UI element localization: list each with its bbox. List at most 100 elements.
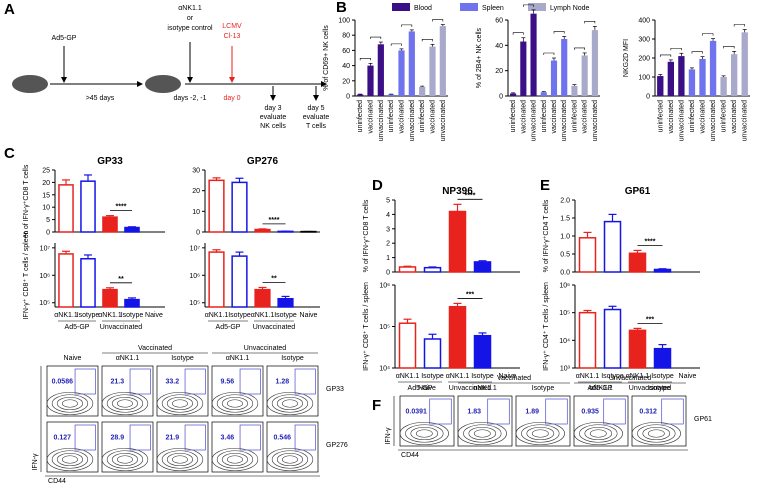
gate <box>429 398 452 425</box>
bar <box>741 32 748 96</box>
bar <box>388 94 395 96</box>
flow-plot <box>46 365 99 417</box>
y-tick-label: 300 <box>638 37 650 44</box>
gate <box>184 424 206 451</box>
bar <box>423 338 442 369</box>
bar <box>578 311 597 369</box>
y-tick-label: 4 <box>386 212 390 219</box>
contour <box>531 429 549 438</box>
contour <box>101 391 149 416</box>
y-tick-label: 1.5 <box>560 216 570 223</box>
flow-plot <box>573 395 629 447</box>
gate <box>239 424 261 451</box>
y-tick-label: 80 <box>342 33 350 40</box>
bar <box>657 76 664 96</box>
column-group: Vaccinated <box>138 345 172 352</box>
chart-title: GP61 <box>625 186 651 197</box>
y-axis-label: IFN-γ⁺ CD8⁺ T cells / spleen <box>23 230 30 319</box>
column-header: αNK1.1 <box>116 355 140 362</box>
x-tick-label: Isotype <box>274 312 297 319</box>
significance-label: **** <box>116 204 127 211</box>
chart-title: GP33 <box>97 156 123 167</box>
x-tick-label: Isotype <box>471 373 494 380</box>
timeline-label: evaluate <box>260 114 287 121</box>
significance-bracket <box>584 21 596 24</box>
contour <box>631 421 681 446</box>
row-label: GP33 <box>326 386 344 393</box>
significance-label: **** <box>645 238 656 245</box>
bar <box>473 261 492 273</box>
contour <box>111 396 138 411</box>
y-tick-label: 10⁶ <box>559 283 570 290</box>
y-axis-label: IFN-γ⁺ CD8⁺ T cells / spleen <box>363 282 370 371</box>
timeline-label: day 3 <box>264 105 281 112</box>
x-tick-label: αNK1.1 <box>98 312 122 319</box>
x-tick-label: vaccinated <box>551 100 558 134</box>
x-tick-label: uninfected <box>657 100 664 132</box>
bar <box>58 184 74 233</box>
legend-label: Blood <box>414 5 432 12</box>
contour <box>61 455 78 464</box>
gate <box>294 368 316 395</box>
group-label: Unvaccinated <box>253 324 296 331</box>
contour <box>266 391 314 416</box>
y-tick-label: 0 <box>499 94 503 101</box>
legend-swatch <box>392 3 410 11</box>
chart-title: NP396 <box>442 186 473 197</box>
bar <box>678 56 685 96</box>
contour <box>161 394 199 413</box>
contour <box>172 399 188 408</box>
significance-bracket <box>659 54 672 57</box>
contour <box>56 396 83 411</box>
y-tick-label: 10⁷ <box>190 245 201 252</box>
gate-percentage: 0.0391 <box>405 409 427 416</box>
x-tick-label: Naive <box>145 312 163 319</box>
x-tick-label: vaccinated <box>399 100 406 134</box>
bar <box>628 252 647 273</box>
x-tick-label: Naive <box>679 373 697 380</box>
bar <box>408 31 415 96</box>
contour <box>282 399 298 408</box>
x-tick-label: unvaccinated <box>561 100 568 141</box>
contour <box>216 394 254 413</box>
flow-plot <box>211 421 264 473</box>
timeline-label: isotype control <box>167 25 213 32</box>
contour <box>56 452 83 467</box>
contour <box>61 399 78 408</box>
significance-bracket <box>553 31 565 34</box>
timeline <box>12 42 327 101</box>
significance-bracket <box>421 39 433 42</box>
contour <box>46 447 94 472</box>
y-axis-label: % of IFN-γ⁺CD4 T cells <box>543 199 550 272</box>
gate <box>74 368 96 395</box>
panel-label: D <box>372 177 383 194</box>
y-axis-label: IFN-γ <box>385 427 392 445</box>
significance-bracket <box>543 52 555 55</box>
flow-plot <box>101 365 154 417</box>
bar <box>520 41 527 96</box>
bar <box>277 297 294 308</box>
contour <box>211 391 259 416</box>
significance-bracket <box>359 58 371 61</box>
significance-bracket <box>401 24 413 27</box>
x-tick-label: αNK1.1 <box>54 312 78 319</box>
y-tick-label: 10 <box>192 209 200 216</box>
column-group: Vaccinated <box>497 375 531 382</box>
bar <box>571 85 578 96</box>
contour <box>463 424 502 443</box>
contour <box>166 452 193 467</box>
x-tick-label: Isotype <box>228 312 251 319</box>
contour <box>161 450 199 469</box>
x-tick-label: vaccinated <box>700 100 707 134</box>
timeline-label: αNK1.1 <box>178 5 202 12</box>
contour <box>271 450 309 469</box>
contour <box>399 421 449 446</box>
timeline-label: LCMV <box>222 23 242 30</box>
contour <box>515 421 565 446</box>
legend-label: Spleen <box>482 5 504 12</box>
y-tick-label: 20 <box>495 68 503 75</box>
flow-plot <box>631 395 687 447</box>
gate <box>129 368 151 395</box>
contour <box>405 424 444 443</box>
bar <box>398 322 417 369</box>
